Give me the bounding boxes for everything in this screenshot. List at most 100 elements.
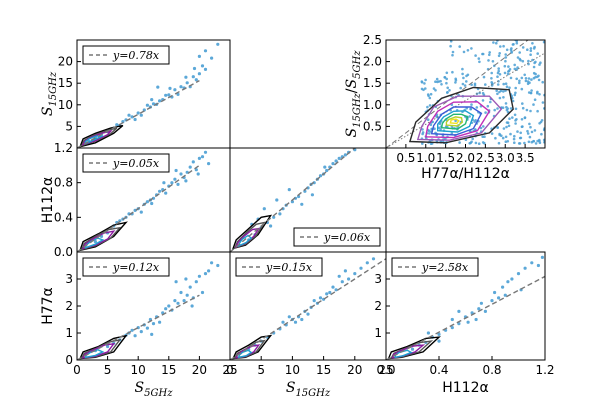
data-point — [179, 290, 183, 295]
data-point — [498, 132, 501, 136]
data-point — [527, 140, 531, 144]
data-point — [325, 292, 329, 296]
data-point — [536, 75, 539, 79]
data-point — [436, 80, 439, 84]
y-tick-label: 15 — [58, 76, 73, 90]
data-point — [501, 285, 505, 289]
data-point — [207, 162, 211, 166]
data-point — [371, 257, 376, 261]
data-point — [521, 102, 524, 105]
y-tick-label: 0.0 — [54, 245, 73, 259]
data-point — [450, 132, 454, 135]
data-point — [481, 99, 485, 102]
data-point — [490, 132, 494, 135]
data-point — [176, 182, 180, 186]
data-point — [517, 142, 521, 145]
data-point — [262, 207, 266, 211]
data-point — [429, 92, 433, 96]
data-point — [511, 116, 514, 119]
x-tick-label: 1.2 — [535, 363, 554, 377]
x-tick-label: 15 — [161, 363, 176, 377]
fit-line — [77, 294, 200, 360]
data-point — [127, 113, 131, 117]
data-point — [474, 141, 478, 145]
data-point — [145, 103, 149, 107]
data-point — [420, 81, 424, 84]
data-point — [520, 125, 524, 129]
panel-h112-vs-s15: y=0.06x — [229, 147, 387, 253]
data-point — [421, 128, 424, 131]
density-contour — [430, 106, 483, 136]
data-point — [515, 77, 518, 81]
plot-area — [386, 255, 545, 360]
data-point — [428, 132, 431, 135]
legend: y=2.58x — [391, 257, 479, 277]
data-point — [427, 94, 430, 98]
data-point — [133, 117, 137, 122]
data-point — [139, 330, 143, 334]
data-point — [179, 172, 183, 176]
data-point — [512, 137, 516, 141]
legend-box — [391, 257, 479, 277]
data-point — [426, 105, 429, 109]
data-point — [497, 141, 501, 145]
data-point — [328, 290, 332, 295]
data-point — [432, 87, 436, 90]
y-tick-label: 10 — [58, 98, 73, 112]
x-tick-label: 1.0 — [416, 151, 435, 165]
data-point — [481, 52, 484, 56]
data-point — [197, 156, 201, 160]
data-point — [494, 136, 497, 140]
data-point — [533, 45, 536, 49]
data-point — [529, 125, 532, 129]
data-point — [312, 299, 316, 303]
data-point — [429, 123, 433, 126]
data-point — [353, 272, 357, 276]
data-point — [424, 78, 427, 82]
data-point — [514, 107, 518, 111]
y-tick-label: 2 — [374, 299, 382, 313]
data-point — [334, 159, 338, 163]
data-point — [501, 136, 505, 140]
x-tick-label: 5 — [104, 363, 112, 377]
data-point — [503, 71, 507, 75]
data-point — [531, 42, 534, 45]
data-point — [495, 41, 498, 45]
data-point — [533, 98, 537, 101]
data-point — [511, 99, 515, 103]
data-point — [518, 51, 521, 54]
data-point — [502, 90, 505, 93]
data-point — [479, 126, 483, 130]
data-point — [477, 307, 481, 311]
data-point — [210, 261, 214, 265]
y-tick-label: 0.8 — [54, 176, 73, 190]
data-point — [481, 135, 485, 138]
data-point — [538, 63, 541, 66]
data-point — [498, 96, 502, 100]
data-point — [507, 65, 510, 68]
y-tick-label: 1.0 — [363, 98, 382, 112]
data-point — [498, 73, 502, 76]
data-point — [331, 285, 335, 289]
data-point — [200, 155, 205, 159]
x-tick-label: 25 — [378, 363, 393, 377]
data-point — [449, 40, 453, 43]
x-tick-label: 0.4 — [429, 363, 448, 377]
data-point — [337, 156, 341, 160]
data-point — [474, 317, 478, 322]
legend-label: y=0.78x — [112, 49, 160, 62]
data-point — [433, 127, 436, 130]
legend-label: y=0.05x — [112, 157, 160, 170]
data-point — [454, 78, 458, 82]
data-point — [488, 53, 491, 57]
data-point — [515, 41, 519, 45]
data-point — [504, 82, 508, 85]
data-point — [437, 332, 441, 336]
data-point — [533, 129, 537, 132]
fit-line — [77, 164, 200, 252]
data-point — [426, 118, 430, 121]
data-point — [510, 277, 514, 281]
data-point — [482, 125, 485, 128]
y-tick-label: 0.4 — [54, 210, 73, 224]
